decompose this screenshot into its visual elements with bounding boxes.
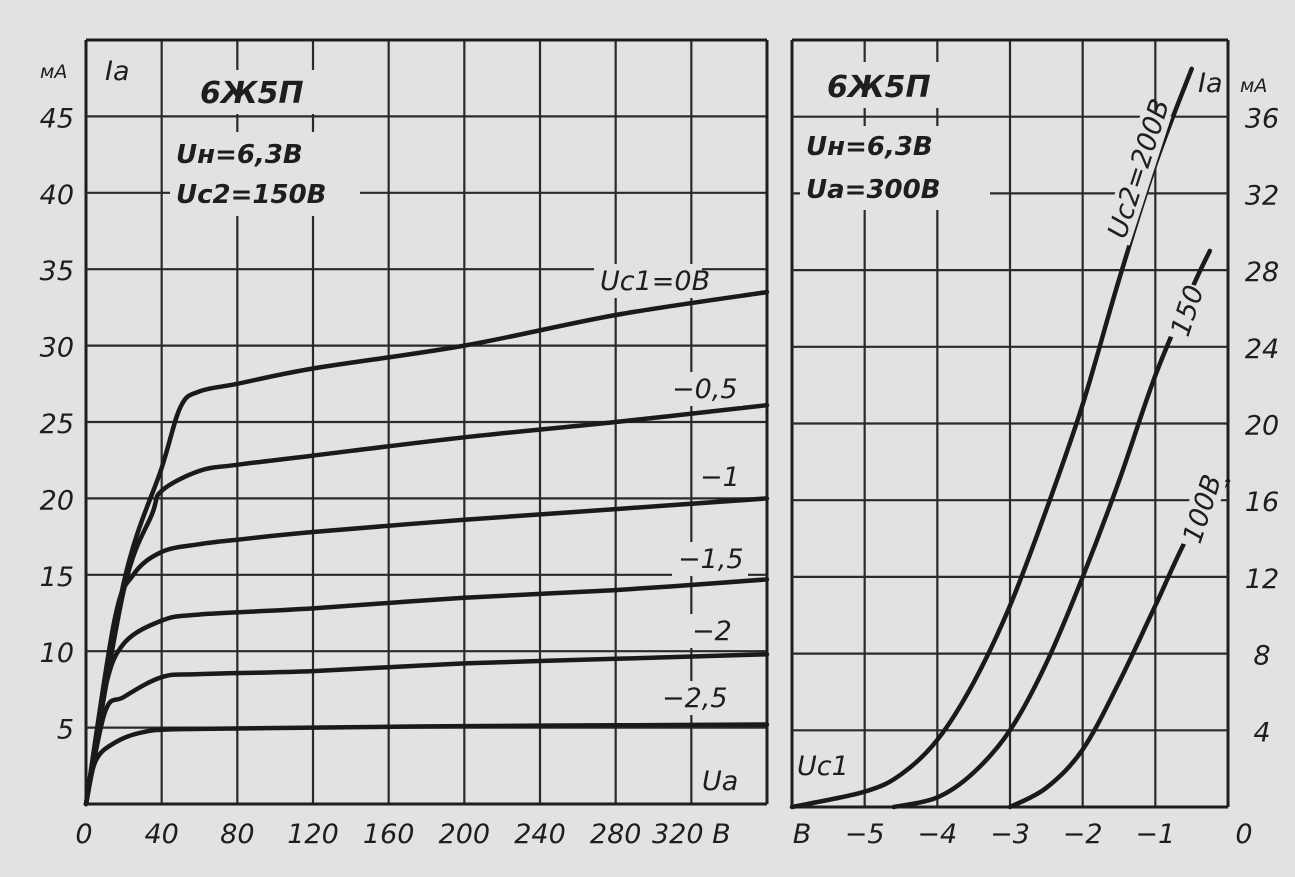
right-x-tick-label: −1 <box>1135 819 1175 850</box>
left-x-tick-label: 120 <box>287 819 339 850</box>
left-y-axis-label: Iа <box>105 56 130 87</box>
left-x-tick-label: 80 <box>220 819 254 850</box>
left-x-tick-label: 320 В <box>652 819 731 850</box>
left-y-tick-label: 20 <box>40 485 74 516</box>
left-y-unit: мА <box>40 61 67 83</box>
left-y-tick-label: 30 <box>40 333 74 364</box>
right-title-backdrop <box>815 62 965 108</box>
left-x-tick-label: 240 <box>514 819 566 850</box>
left-series-label-backdrop <box>686 614 730 648</box>
right-title: 6Ж5П <box>827 70 931 105</box>
left-series-curve-4 <box>83 652 770 807</box>
right-y-tick-label: 4 <box>1253 717 1270 748</box>
left-x-tick-label: 40 <box>144 819 178 850</box>
right-series-label-backdrop <box>1175 472 1227 551</box>
right-x-axis-label: Uс1 <box>797 751 849 782</box>
right-y-tick-label: 32 <box>1245 180 1279 211</box>
right-x-tick-label: 0 <box>1235 819 1252 850</box>
anode-characteristics-panel: 5 10 15 20 25 30 35 40 45 0 40 80 120 160 200 240 280 32… <box>40 38 770 850</box>
left-y-tick-label: 10 <box>40 638 74 669</box>
right-x-tick-labels: В −5 −4 −3 −2 −1 0 <box>793 819 1253 850</box>
left-series-label: −1,5 <box>678 544 744 575</box>
right-y-unit: мА <box>1240 75 1267 97</box>
left-title-backdrop <box>185 70 335 114</box>
left-series-label: Uс1=0В <box>600 266 710 297</box>
left-series-labels: Uс1=0В −0,5 −1 −1,5 −2 −2,5 <box>594 264 748 715</box>
left-y-tick-labels: 5 10 15 20 25 30 35 40 45 <box>40 103 74 745</box>
left-x-tick-labels: 0 40 80 120 160 200 240 280 320 В <box>75 819 730 850</box>
left-series-label: −2 <box>692 616 732 647</box>
right-y-axis-label: Iа <box>1198 68 1223 99</box>
left-series-curve-0 <box>83 289 770 807</box>
left-series-curve-5 <box>83 722 770 807</box>
right-y-tick-label: 12 <box>1245 564 1279 595</box>
right-x-tick-label: В <box>793 819 812 850</box>
right-series-label-backdrop <box>1163 281 1210 344</box>
right-x-tick-label: −5 <box>845 819 885 850</box>
right-param-anode: Uа=300В <box>806 175 941 205</box>
right-y-tick-label: 36 <box>1245 104 1279 135</box>
left-series-label: −0,5 <box>672 374 738 405</box>
left-param-screen: Uс2=150В <box>176 180 327 210</box>
left-series-curve-3 <box>83 577 770 807</box>
left-x-axis-label: Uа <box>702 766 738 797</box>
left-series-curve-1 <box>83 402 770 807</box>
left-x-tick-label: 200 <box>439 819 491 850</box>
right-y-tick-label: 20 <box>1245 411 1279 442</box>
left-params-backdrop <box>170 132 360 216</box>
left-y-tick-label: 45 <box>40 103 74 134</box>
left-x-tick-label: 160 <box>363 819 415 850</box>
left-series-label: −2,5 <box>662 683 728 714</box>
left-series-label: −1 <box>700 462 740 493</box>
right-x-tick-label: −3 <box>990 819 1030 850</box>
left-series-label-backdrop <box>594 264 702 298</box>
left-y-tick-label: 40 <box>40 180 74 211</box>
right-y-tick-label: 8 <box>1253 641 1270 672</box>
left-series-label-backdrop <box>694 460 738 494</box>
left-x-tick-label: 280 <box>590 819 642 850</box>
right-params-backdrop <box>800 126 990 210</box>
left-y-tick-label: 35 <box>40 256 74 287</box>
left-param-heater: Uн=6,3В <box>176 140 303 170</box>
right-series-label-backdrop <box>1100 107 1172 246</box>
left-title: 6Ж5П <box>200 76 304 111</box>
left-y-tick-label: 5 <box>57 715 74 746</box>
right-x-tick-label: −4 <box>917 819 957 850</box>
left-y-tick-label: 15 <box>40 562 74 593</box>
left-series-label-backdrop <box>656 681 732 715</box>
right-y-tick-labels: 4 8 12 16 20 24 28 32 36 <box>1245 104 1279 749</box>
right-x-tick-label: −2 <box>1063 819 1103 850</box>
left-y-tick-label: 25 <box>40 409 74 440</box>
left-series-label-backdrop <box>672 542 748 576</box>
left-series-label-backdrop <box>666 372 742 406</box>
right-y-tick-label: 24 <box>1245 334 1279 365</box>
right-y-tick-label: 28 <box>1245 257 1279 288</box>
right-y-tick-label: 16 <box>1245 487 1279 518</box>
left-series-curve-2 <box>83 496 770 807</box>
right-param-heater: Uн=6,3В <box>806 132 933 162</box>
left-x-tick-label: 0 <box>75 819 92 850</box>
left-grid <box>84 38 769 806</box>
left-curves <box>83 289 770 807</box>
